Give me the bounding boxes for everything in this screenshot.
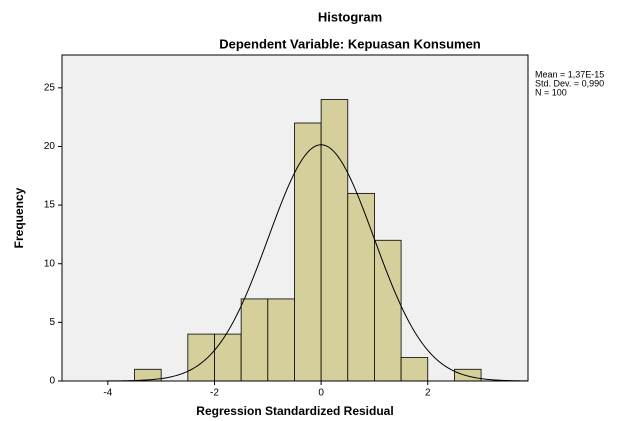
x-tick-label: -2	[210, 388, 219, 399]
x-axis-label: Regression Standardized Residual	[196, 404, 393, 418]
bar	[294, 122, 322, 382]
y-tick-label: 25	[44, 82, 56, 93]
y-tick-label: 0	[49, 376, 55, 387]
chart-title: Histogram	[318, 9, 382, 24]
bar	[454, 368, 482, 382]
x-tick-label: -4	[103, 388, 112, 399]
bar	[320, 99, 349, 382]
chart-subtitle: Dependent Variable: Kepuasan Konsumen	[219, 36, 481, 51]
y-tick-label: 5	[49, 317, 55, 328]
stat-mean: Mean = 1,37E-15	[535, 69, 604, 79]
plot-frame	[61, 54, 529, 382]
x-tick-label: 2	[425, 388, 431, 399]
y-tick-label: 20	[44, 141, 56, 152]
bar	[347, 192, 375, 382]
bar	[187, 333, 215, 382]
y-axis-label: Frequency	[12, 187, 26, 248]
bar	[267, 298, 295, 382]
bar	[214, 333, 242, 382]
y-tick-label: 10	[44, 258, 56, 269]
x-tick-label: 0	[318, 388, 324, 399]
y-tick-label: 15	[44, 200, 56, 211]
bar	[240, 298, 269, 382]
bar	[374, 239, 402, 382]
stat-sd: Std. Dev. = 0,990	[535, 78, 604, 88]
stat-n: N = 100	[535, 87, 567, 97]
bar	[400, 357, 429, 382]
normal-curve	[62, 144, 529, 382]
